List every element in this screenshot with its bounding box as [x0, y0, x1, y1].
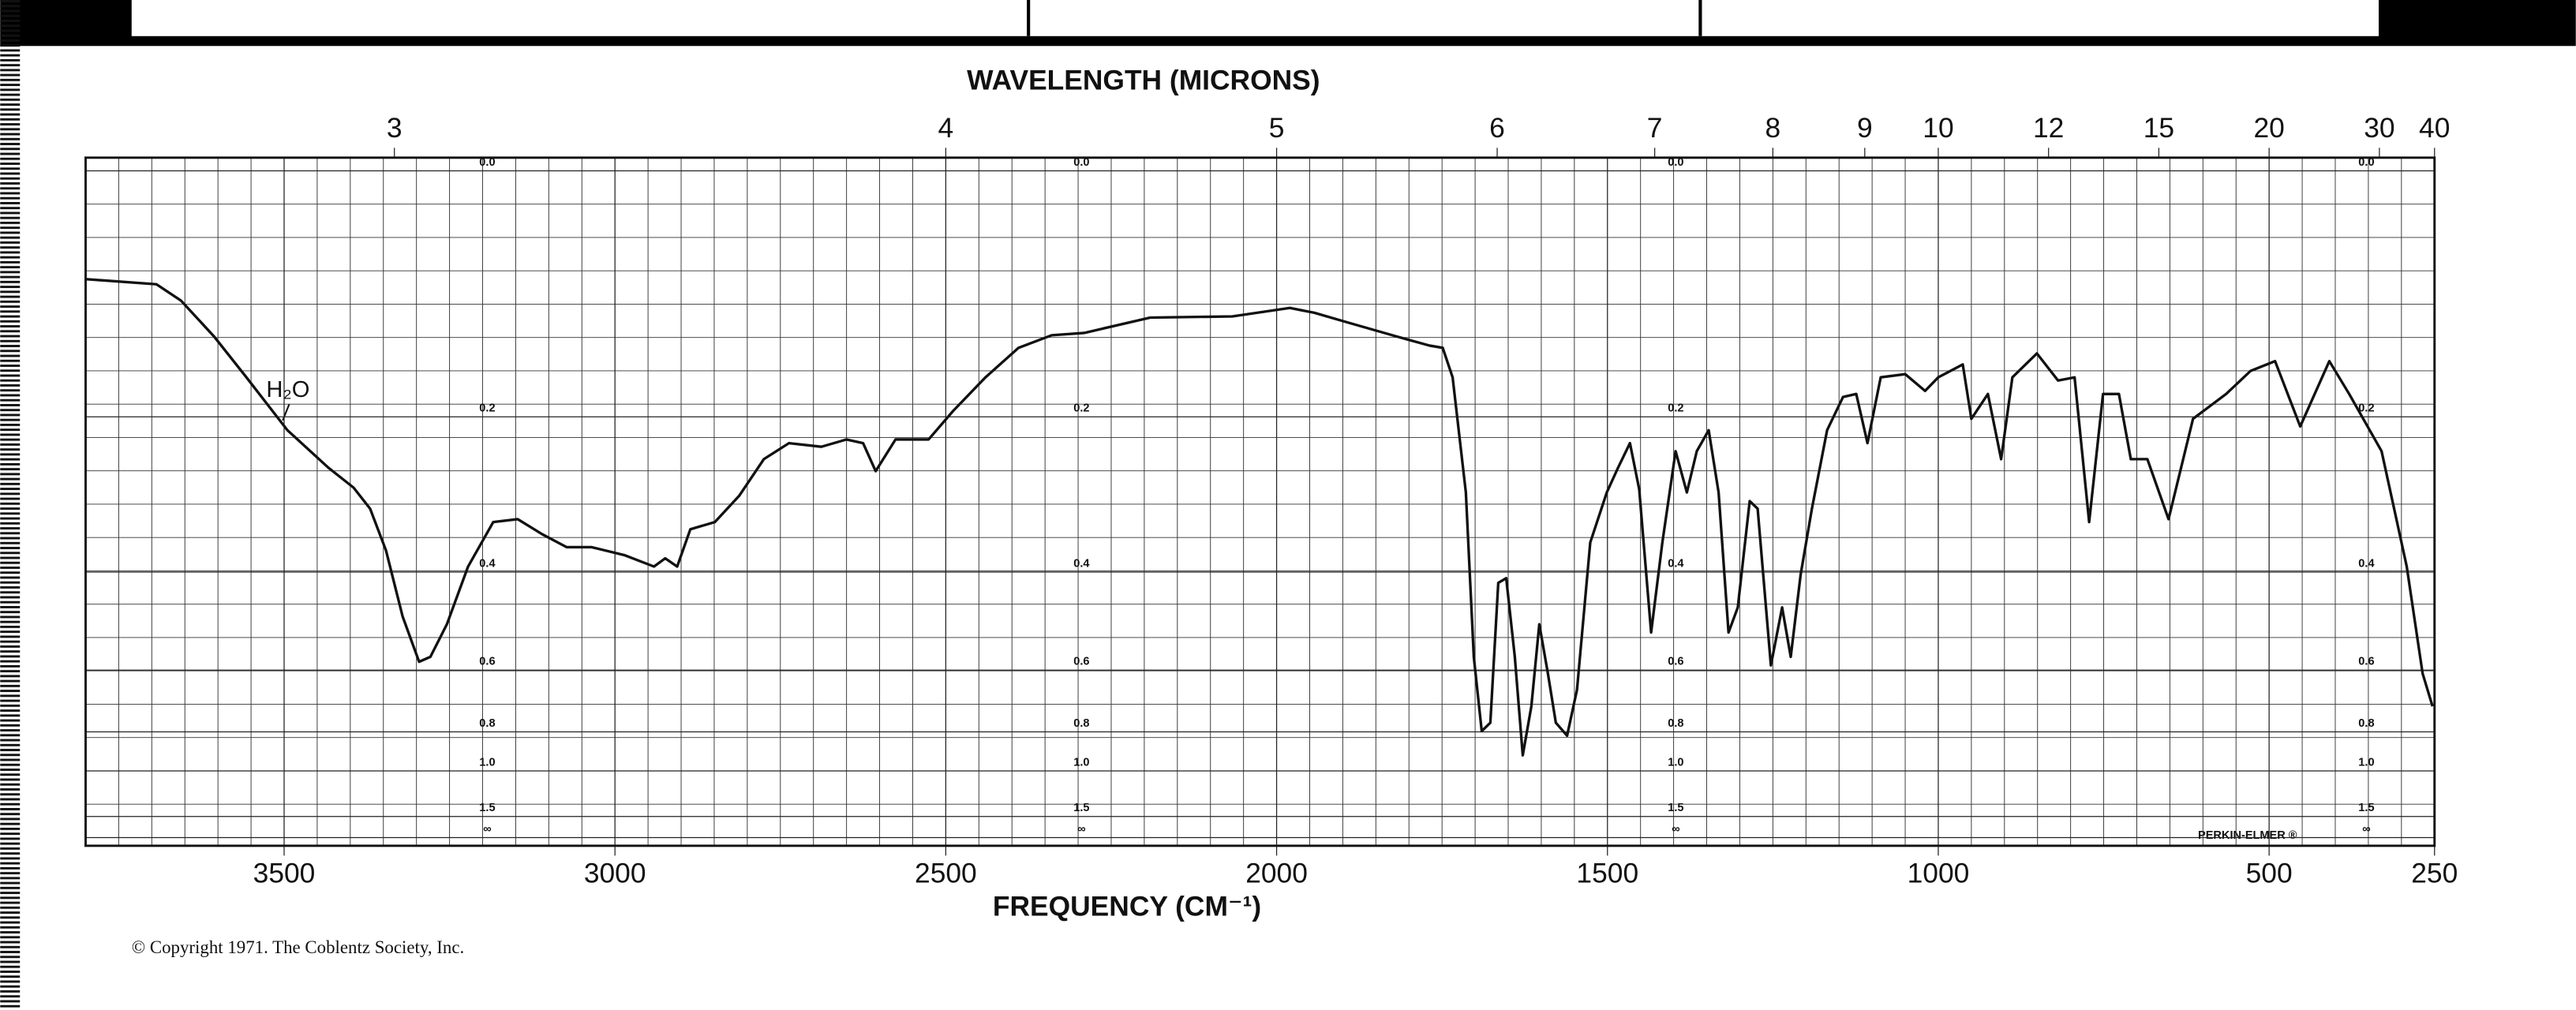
spectrum-line — [85, 278, 2434, 757]
brand: PERKIN-ELMER ® — [2198, 829, 2297, 842]
copyright: © Copyright 1971. The Coblentz Society, … — [132, 937, 464, 957]
y-tick-label: 0.0 — [479, 156, 495, 169]
x2-tick-label: 10 — [1923, 113, 1953, 144]
x-tick-label: 250 — [2411, 858, 2458, 889]
plot: 0.0 0.0 0.0 0.0 0.2 0.2 0.2 0.2 0.4 0.4 0.4 0.4 0.6 0… — [84, 113, 2458, 889]
y-tick-label: 1.0 — [1668, 756, 1683, 769]
y-tick-label: 1.5 — [2358, 802, 2374, 814]
x-tick-label: 2000 — [1245, 858, 1308, 889]
y-tick-label: 1.0 — [1073, 756, 1089, 769]
y-tick-label: 0.6 — [2358, 656, 2374, 668]
y-tick-label: 0.4 — [1073, 557, 1090, 570]
x2-tick-label: 12 — [2033, 113, 2064, 144]
header-box — [131, 0, 2379, 36]
y-tick-label: ∞ — [483, 823, 491, 836]
y-tick-label: 0.2 — [1668, 402, 1683, 415]
y-tick-label: 0.6 — [1073, 656, 1089, 668]
y-tick-label: 0.6 — [1668, 656, 1683, 668]
x-tick-label: 3000 — [584, 858, 646, 889]
x-axis-label: FREQUENCY (CM⁻¹) — [993, 891, 1261, 922]
x2-tick-label: 20 — [2253, 113, 2284, 144]
y-tick-label: 0.4 — [479, 557, 496, 570]
y-tick-label: 1.0 — [2358, 756, 2374, 769]
x-tick-label: 2500 — [915, 858, 977, 889]
y-tick-label: 0.2 — [2358, 402, 2374, 415]
y-tick-label: 1.5 — [479, 802, 495, 814]
x2-tick-label: 4 — [938, 113, 954, 144]
x-tick-label: 500 — [2246, 858, 2293, 889]
x2-tick-label: 9 — [1857, 113, 1873, 144]
y-tick-label: 0.0 — [2358, 156, 2374, 169]
y-tick-label: 0.8 — [479, 717, 495, 730]
y-tick-label: 0.0 — [1668, 156, 1683, 169]
y-tick-label: 1.0 — [479, 756, 495, 769]
y-tick-label: 0.4 — [1668, 557, 1684, 570]
x2-axis-label: WAVELENGTH (MICRONS) — [967, 65, 1320, 95]
y-tick-label: ∞ — [2362, 823, 2370, 836]
y-tick-label: 0.8 — [1073, 717, 1089, 730]
plot-frame — [84, 156, 2436, 847]
y-tick-label: 0.0 — [1073, 156, 1089, 169]
y-tick-label: 0.6 — [479, 656, 495, 668]
scan-edge — [0, 0, 21, 1010]
x-tick-label: 1500 — [1576, 858, 1638, 889]
x-tick-label: 3500 — [253, 858, 316, 889]
x2-tick-label: 6 — [1489, 113, 1505, 144]
annotation: H₂O — [266, 377, 309, 402]
x2-tick-label: 5 — [1269, 113, 1285, 144]
y-tick-label: 0.8 — [1668, 717, 1683, 730]
y-tick-label: ∞ — [1077, 823, 1085, 836]
x2-tick-label: 8 — [1765, 113, 1781, 144]
y-tick-label: 0.2 — [1073, 402, 1089, 415]
x2-tick-label: 7 — [1647, 113, 1663, 144]
x2-tick-label: 3 — [387, 113, 402, 144]
y-tick-label: 1.5 — [1668, 802, 1683, 814]
y-tick-label: 0.4 — [2358, 557, 2375, 570]
x2-tick-label: 40 — [2419, 113, 2450, 144]
x2-tick-label: 15 — [2144, 113, 2174, 144]
x2-tick-label: 30 — [2364, 113, 2394, 144]
y-tick-label: 1.5 — [1073, 802, 1089, 814]
y-tick-label: 0.2 — [479, 402, 495, 415]
y-tick-label: 0.8 — [2358, 717, 2374, 730]
x-tick-label: 1000 — [1908, 858, 1970, 889]
y-tick-label: ∞ — [1672, 823, 1679, 836]
